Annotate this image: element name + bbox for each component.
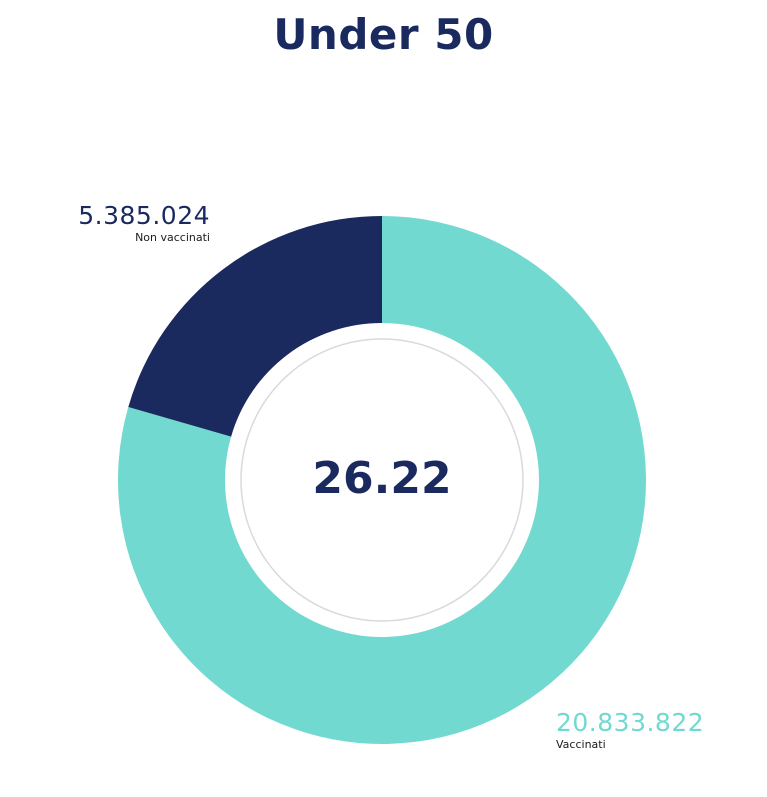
vaccinated-value: 20.833.822 bbox=[556, 708, 705, 737]
non-vaccinated-name: Non vaccinati bbox=[135, 231, 210, 244]
non-vaccinated-value: 5.385.024 bbox=[78, 201, 210, 230]
slice-vaccinati bbox=[118, 216, 646, 744]
center-value: 26.22 bbox=[312, 453, 452, 504]
chart-title: Under 50 bbox=[273, 10, 494, 59]
non-vaccinated-label: 5.385.024 Non vaccinati bbox=[30, 201, 210, 245]
vaccinated-name: Vaccinati bbox=[556, 738, 606, 751]
center-ring bbox=[240, 338, 524, 622]
vaccinated-label: 20.833.822 Vaccinati bbox=[556, 708, 704, 752]
slice-non-vaccinati bbox=[128, 216, 382, 437]
